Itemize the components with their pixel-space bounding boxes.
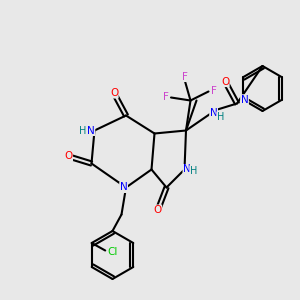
Text: O: O	[221, 76, 229, 87]
Text: Cl: Cl	[107, 247, 118, 257]
Text: O: O	[110, 88, 118, 98]
Text: H: H	[80, 125, 87, 136]
Text: H: H	[217, 112, 224, 122]
Text: F: F	[182, 71, 188, 82]
Text: F: F	[163, 92, 169, 103]
Text: F: F	[211, 86, 217, 97]
Text: O: O	[153, 205, 162, 215]
Text: N: N	[183, 164, 191, 175]
Text: O: O	[64, 151, 73, 161]
Text: N: N	[241, 95, 248, 105]
Text: N: N	[210, 108, 218, 118]
Text: N: N	[87, 125, 95, 136]
Text: N: N	[120, 182, 128, 193]
Text: H: H	[190, 166, 197, 176]
